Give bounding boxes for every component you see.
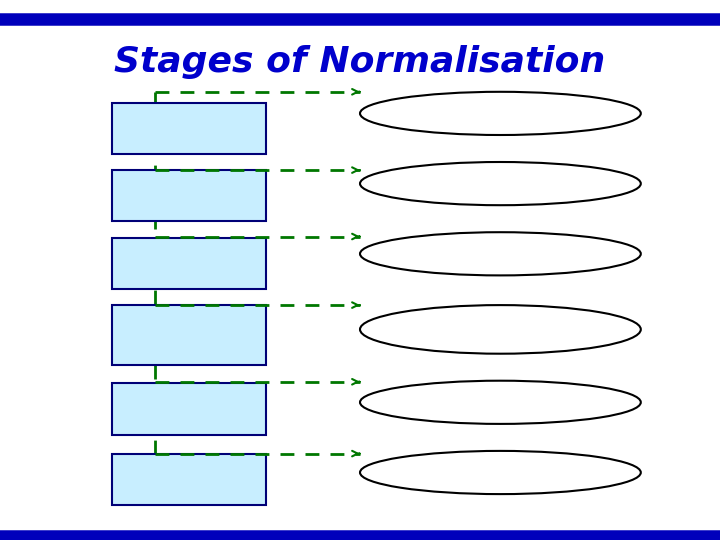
Text: Third normal form: Third normal form [121,249,257,262]
Text: Remove remaining anomalies: Remove remaining anomalies [413,466,588,479]
Text: (4NF): (4NF) [168,415,210,428]
FancyBboxPatch shape [112,103,266,154]
Ellipse shape [360,232,641,275]
Text: Boyce-Codd normal: Boyce-Codd normal [116,319,262,333]
Ellipse shape [360,451,641,494]
Text: Fifth normal form: Fifth normal form [122,465,256,478]
Text: Fourth normal form: Fourth normal form [115,395,263,408]
Text: Stages of Normalisation: Stages of Normalisation [114,45,606,79]
FancyBboxPatch shape [112,454,266,505]
Text: First normal form: First normal form [123,114,255,127]
FancyBboxPatch shape [112,238,266,289]
Ellipse shape [360,381,641,424]
Text: (3NF): (3NF) [168,269,210,282]
Text: (1NF): (1NF) [168,134,210,147]
FancyBboxPatch shape [112,305,266,364]
Text: Remove transitive dependencies: Remove transitive dependencies [403,247,598,260]
Text: Remove repeating groups: Remove repeating groups [424,107,577,120]
Text: form (BCNF): form (BCNF) [143,343,235,356]
FancyBboxPatch shape [112,383,266,435]
FancyBboxPatch shape [112,170,266,221]
Text: Remove partial  dependencies: Remove partial dependencies [410,177,590,190]
Text: Remove multivalued dependencies: Remove multivalued dependencies [397,396,604,409]
Text: (2NF): (2NF) [168,202,210,215]
Text: Remove remaining functional
dependency anomalies: Remove remaining functional dependency a… [413,315,588,343]
Ellipse shape [360,92,641,135]
Ellipse shape [360,305,641,354]
Text: (5NF): (5NF) [168,485,210,498]
Text: Second normal form: Second normal form [113,181,265,194]
Ellipse shape [360,162,641,205]
